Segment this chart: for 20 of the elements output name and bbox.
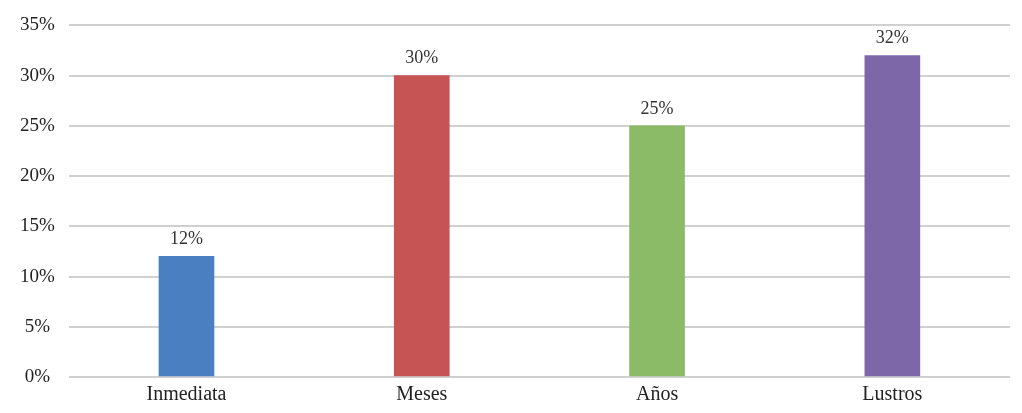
y-tick-label: 20%	[20, 164, 55, 186]
y-tick-label: 10%	[20, 264, 55, 286]
y-tick-label: 0%	[24, 364, 51, 386]
data-label: 25%	[640, 97, 674, 118]
bar	[393, 75, 450, 377]
bar	[158, 256, 215, 377]
y-tick-label: 25%	[20, 113, 55, 135]
x-tick-label: Lustros	[862, 382, 923, 405]
y-tick-label: 15%	[20, 214, 55, 236]
bar	[864, 55, 921, 377]
x-tick-label: Inmediata	[146, 382, 227, 405]
data-label: 30%	[405, 47, 439, 68]
data-label: 12%	[169, 228, 203, 249]
y-tick-label: 35%	[20, 13, 55, 35]
bar	[629, 125, 685, 377]
x-tick-label: Meses	[396, 382, 448, 405]
data-label: 32%	[875, 27, 909, 48]
y-tick-label: 5%	[24, 314, 51, 336]
y-tick-label: 30%	[20, 63, 55, 85]
x-tick-label: Años	[635, 382, 679, 405]
